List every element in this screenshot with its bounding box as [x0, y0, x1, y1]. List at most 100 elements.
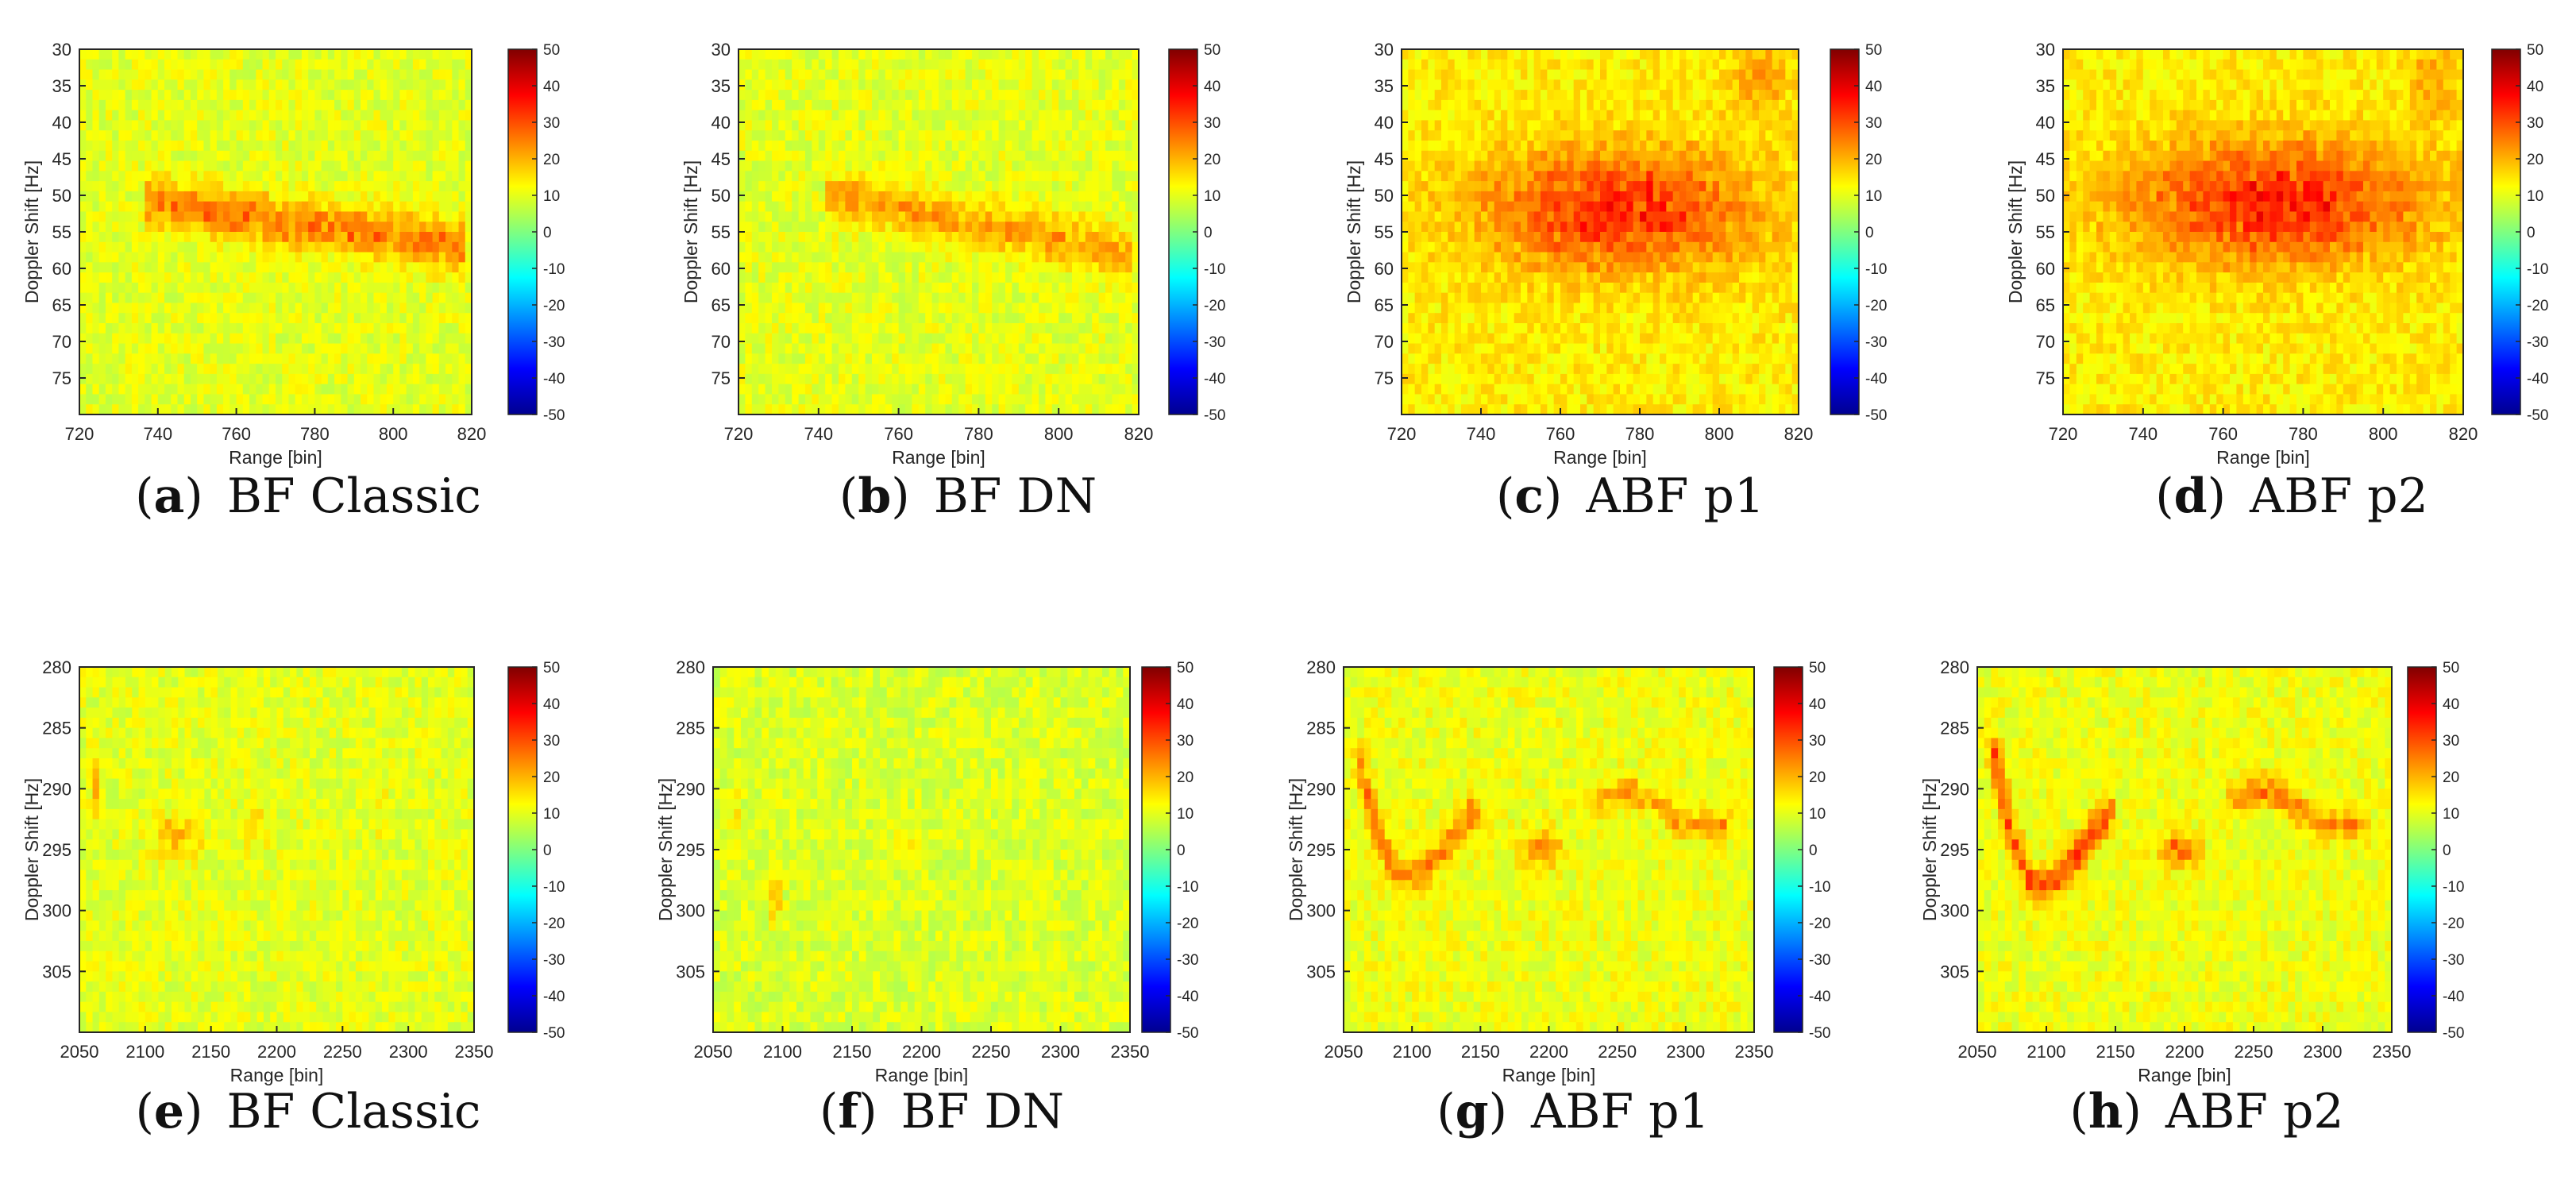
heatmap-cell — [393, 69, 401, 80]
heatmap-cell — [341, 49, 349, 60]
heatmap-cell — [203, 171, 211, 182]
heatmap-cell — [125, 141, 133, 152]
heatmap-cell — [334, 141, 341, 152]
heatmap-cell — [268, 49, 276, 60]
heatmap-cell — [301, 160, 309, 172]
heatmap-cell — [86, 141, 94, 152]
heatmap-cell — [164, 69, 172, 80]
heatmap-cell — [242, 110, 250, 121]
heatmap-cell — [190, 79, 198, 91]
heatmap-cell — [361, 90, 368, 101]
heatmap-cell — [406, 79, 414, 91]
heatmap-cell — [288, 130, 296, 141]
heatmap-cell — [105, 110, 113, 121]
heatmap-cell — [353, 141, 361, 152]
heatmap-cell — [262, 181, 270, 192]
heatmap-cell — [426, 90, 434, 101]
heatmap-cell — [406, 150, 414, 162]
heatmap-cell — [367, 171, 375, 182]
heatmap-cell — [393, 49, 401, 60]
heatmap-cell — [92, 130, 100, 141]
heatmap-cell — [105, 99, 113, 111]
heatmap-cell — [295, 79, 303, 91]
heatmap-cell — [197, 110, 205, 121]
heatmap-cell — [197, 120, 205, 131]
heatmap-cell — [242, 90, 250, 101]
heatmap-cell — [256, 79, 264, 91]
heatmap-cell — [145, 141, 152, 152]
heatmap-cell — [86, 181, 94, 192]
heatmap-cell — [295, 110, 303, 121]
heatmap-cell — [145, 49, 152, 60]
heatmap-cell — [380, 130, 388, 141]
heatmap-cell — [276, 99, 283, 111]
heatmap-cell — [86, 90, 94, 101]
heatmap-cell — [125, 79, 133, 91]
heatmap-cell — [151, 59, 159, 71]
heatmap-cell — [419, 110, 426, 121]
heatmap-cell — [171, 130, 179, 141]
heatmap-cell — [438, 150, 446, 162]
heatmap-cell — [151, 141, 159, 152]
heatmap-cell — [216, 171, 224, 182]
heatmap-cell — [419, 160, 426, 172]
heatmap-cell — [321, 130, 329, 141]
heatmap-cell — [353, 110, 361, 121]
heatmap-cell — [131, 160, 139, 172]
heatmap-cell — [282, 69, 290, 80]
heatmap-cell — [268, 130, 276, 141]
heatmap-cell — [157, 90, 165, 101]
heatmap-cell — [98, 171, 106, 182]
heatmap-cell — [79, 49, 87, 60]
heatmap-cell — [236, 79, 244, 91]
heatmap-cell — [412, 59, 420, 71]
heatmap-cell — [399, 110, 407, 121]
heatmap-cell — [131, 171, 139, 182]
heatmap-cell — [347, 59, 355, 71]
heatmap-cell — [308, 110, 315, 121]
heatmap-cell — [171, 181, 179, 192]
heatmap-cell — [118, 79, 126, 91]
heatmap-cell — [183, 171, 191, 182]
heatmap-cell — [406, 130, 414, 141]
heatmap-cell — [131, 120, 139, 131]
heatmap-cell — [314, 141, 322, 152]
heatmap-cell — [452, 110, 460, 121]
heatmap-cell — [229, 120, 237, 131]
heatmap-cell — [276, 110, 283, 121]
heatmap-cell — [438, 90, 446, 101]
heatmap-cell — [157, 59, 165, 71]
heatmap-cell — [118, 141, 126, 152]
heatmap-cell — [465, 79, 472, 91]
heatmap-cell — [465, 99, 472, 111]
heatmap-cell — [138, 160, 145, 172]
heatmap-cell — [112, 90, 119, 101]
heatmap-cell — [157, 150, 165, 162]
heatmap-cell — [308, 59, 315, 71]
heatmap-cell — [190, 160, 198, 172]
heatmap-cell — [92, 79, 100, 91]
heatmap-cell — [327, 59, 335, 71]
heatmap-cell — [249, 110, 256, 121]
heatmap-cell — [210, 79, 218, 91]
heatmap-cell — [223, 69, 230, 80]
heatmap-cell — [426, 79, 434, 91]
heatmap-cell — [210, 110, 218, 121]
heatmap-cell — [386, 171, 394, 182]
heatmap-cell — [380, 171, 388, 182]
heatmap-cell — [105, 130, 113, 141]
heatmap-cell — [295, 150, 303, 162]
heatmap-cell — [197, 90, 205, 101]
heatmap-cell — [79, 110, 87, 121]
heatmap-cell — [399, 69, 407, 80]
heatmap-cell — [361, 120, 368, 131]
heatmap-cell — [112, 99, 119, 111]
heatmap-cell — [321, 120, 329, 131]
heatmap-cell — [276, 160, 283, 172]
heatmap-cell — [295, 160, 303, 172]
heatmap-cell — [347, 69, 355, 80]
heatmap-cell — [393, 160, 401, 172]
heatmap-cell — [112, 120, 119, 131]
heatmap-cell — [164, 171, 172, 182]
heatmap-cell — [249, 171, 256, 182]
